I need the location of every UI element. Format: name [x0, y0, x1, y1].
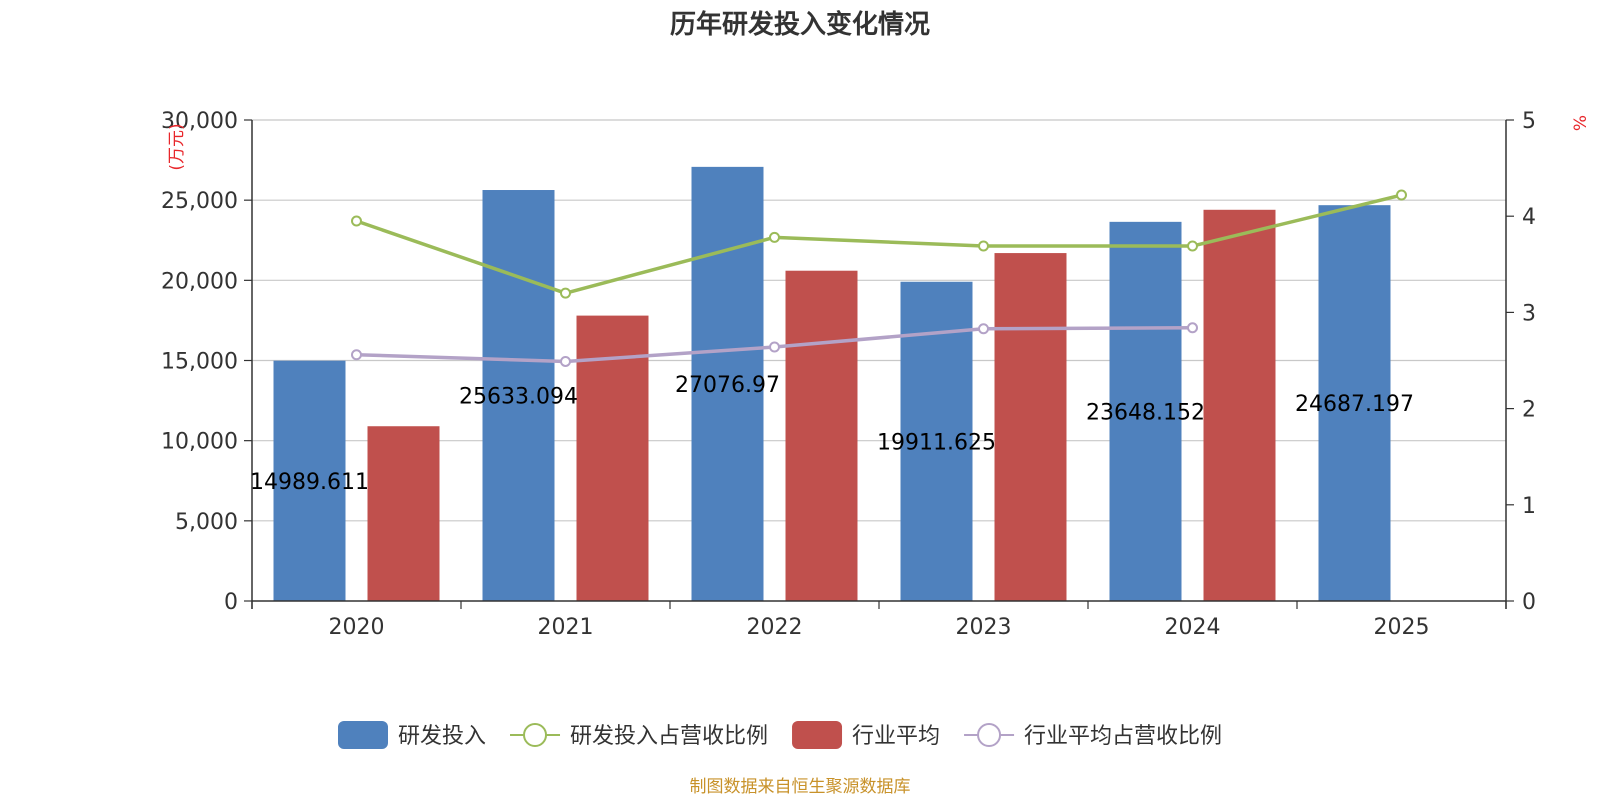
right-axis-tick-label: 2: [1522, 398, 1536, 423]
rd-ratio-point: [560, 287, 571, 299]
x-axis-tick-label: 2020: [329, 615, 385, 640]
axes: 05,00010,00015,00020,00025,00030,0000123…: [161, 109, 1591, 640]
left-axis-tick-label: 20,000: [161, 269, 238, 294]
rd-ratio-point: [1187, 240, 1198, 252]
x-axis-tick-label: 2023: [956, 615, 1012, 640]
rd-investment-bar: [691, 166, 764, 602]
left-axis-tick-label: 30,000: [161, 109, 238, 134]
rd-investment-bar: [1318, 205, 1391, 601]
left-axis-tick-label: 25,000: [161, 189, 238, 214]
legend-item: 研发投入: [338, 721, 486, 749]
industry-average-bar: [576, 315, 649, 601]
x-axis-tick-label: 2021: [538, 615, 594, 640]
rd-investment-bar: [482, 190, 555, 601]
industry-average-bar: [1203, 209, 1276, 601]
left-axis-tick-label: 15,000: [161, 350, 238, 375]
industry-ratio-point: [351, 349, 362, 361]
data-label: 25633.094: [459, 385, 578, 410]
data-labels: 14989.611 25633.094 27076.97 19911.625 23648…: [250, 373, 1414, 495]
industry-ratio-point: [978, 323, 989, 335]
legend-item: 行业平均占营收比例: [964, 723, 1222, 749]
grid-lines: [252, 119, 1506, 522]
left-axis-tick-label: 0: [224, 590, 238, 615]
rd-ratio-point: [769, 231, 780, 243]
rd-investment-bar: [273, 360, 346, 601]
industry-average-bar: [994, 253, 1067, 601]
data-label: 19911.625: [877, 430, 996, 455]
industry-average-bar: [785, 270, 858, 601]
legend-label: 行业平均占营收比例: [1024, 724, 1222, 749]
left-axis-tick-label: 10,000: [161, 430, 238, 455]
chart-title: 历年研发投入变化情况: [670, 9, 930, 40]
right-axis-tick-label: 3: [1522, 301, 1536, 326]
right-axis-tick-label: 4: [1522, 205, 1536, 230]
legend-label: 行业平均: [852, 724, 940, 749]
source-note: 制图数据来自恒生聚源数据库: [690, 777, 911, 797]
right-axis-tick-label: 1: [1522, 494, 1536, 519]
data-label: 14989.611: [250, 470, 369, 495]
industry-average-bar: [367, 426, 440, 601]
x-axis-tick-label: 2024: [1165, 615, 1221, 640]
x-axis-tick-label: 2022: [747, 615, 803, 640]
industry-ratio-point: [560, 355, 571, 367]
legend-item: 研发投入占营收比例: [510, 723, 768, 749]
legend-swatch: [338, 721, 388, 749]
left-axis-unit-label: (万元): [167, 123, 187, 170]
legend-swatch: [792, 721, 843, 749]
legend-swatch-marker: [977, 723, 1002, 747]
data-label: 24687.197: [1295, 392, 1414, 417]
legend-label: 研发投入占营收比例: [570, 724, 768, 749]
right-axis-unit-label: %: [1571, 115, 1591, 131]
rd-ratio-point: [351, 215, 362, 227]
rd-investment-bar: [1109, 221, 1182, 601]
data-label: 27076.97: [675, 373, 780, 398]
x-axis-tick-label: 2025: [1374, 615, 1430, 640]
lines: [351, 189, 1407, 367]
right-axis-tick-label: 0: [1522, 590, 1536, 615]
left-axis-tick-label: 5,000: [175, 510, 238, 535]
data-label: 23648.152: [1086, 400, 1205, 425]
bars: [273, 166, 1391, 602]
right-axis-tick-label: 5: [1522, 109, 1536, 134]
rd-ratio-line: [355, 193, 1402, 295]
legend-label: 研发投入: [398, 724, 486, 749]
rd-ratio-point: [978, 240, 989, 252]
legend-item: 行业平均: [792, 721, 940, 749]
rd-ratio-point: [1396, 189, 1407, 201]
legend-swatch-marker: [523, 723, 548, 747]
legend: 研发投入 研发投入占营收比例 行业平均 行业平均占营收比例: [338, 721, 1222, 749]
industry-ratio-point: [769, 341, 780, 353]
industry-ratio-point: [1187, 322, 1198, 334]
